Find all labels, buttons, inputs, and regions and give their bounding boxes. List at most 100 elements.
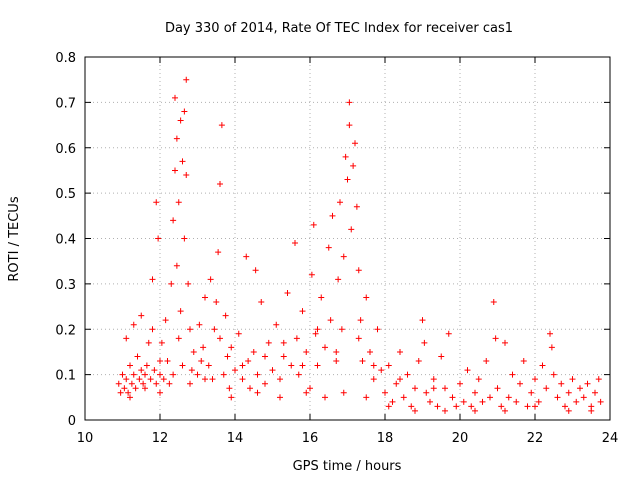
data-point (232, 367, 238, 374)
data-point (239, 362, 246, 369)
data-point (359, 358, 366, 365)
data-point (355, 267, 362, 274)
data-point (472, 407, 478, 414)
data-point (151, 367, 158, 374)
data-point (213, 299, 220, 306)
data-point (173, 262, 180, 269)
data-point (348, 226, 355, 233)
data-point (438, 353, 445, 360)
data-point (449, 394, 456, 401)
data-point (565, 407, 572, 414)
data-point (200, 344, 207, 351)
data-point (179, 158, 186, 165)
data-point (273, 321, 280, 328)
data-point (318, 294, 325, 301)
data-point (187, 380, 193, 387)
data-point (247, 385, 253, 392)
data-point (584, 380, 591, 387)
data-point (322, 394, 328, 401)
data-point (121, 385, 128, 392)
data-point (370, 376, 377, 383)
data-point (187, 326, 193, 333)
data-point (228, 394, 235, 401)
x-tick-label: 16 (302, 431, 319, 446)
y-tick-label: 0.4 (55, 233, 76, 248)
data-point (325, 244, 332, 251)
data-point (453, 403, 460, 410)
data-point (153, 380, 160, 387)
data-point (130, 371, 137, 378)
data-point (115, 380, 122, 387)
data-point (127, 394, 133, 401)
data-point (224, 353, 231, 360)
data-point (475, 376, 482, 383)
data-point (490, 299, 497, 306)
data-point (245, 358, 252, 365)
data-point (239, 376, 246, 383)
data-point (217, 335, 223, 342)
y-tick-label: 0.1 (55, 369, 76, 384)
data-point (157, 371, 163, 378)
data-point (173, 135, 180, 142)
x-axis-label: GPS time / hours (293, 459, 402, 474)
data-point (314, 362, 321, 369)
data-point (442, 407, 448, 414)
data-point (136, 376, 143, 383)
data-point (329, 212, 336, 219)
y-tick-label: 0.8 (55, 51, 76, 66)
x-tick-label: 20 (452, 431, 469, 446)
data-point (393, 380, 400, 387)
data-point (353, 203, 360, 210)
data-point (170, 371, 177, 378)
data-point (333, 348, 340, 355)
data-point (280, 339, 287, 346)
data-point (140, 380, 147, 387)
data-point (370, 362, 377, 369)
data-point (337, 199, 343, 206)
data-point (487, 394, 493, 401)
data-point (592, 389, 598, 396)
data-point (190, 348, 197, 355)
data-point (340, 389, 347, 396)
data-point (363, 294, 370, 301)
data-point (492, 335, 499, 342)
data-point (577, 385, 583, 392)
data-point (307, 385, 313, 392)
data-point (346, 122, 353, 129)
data-point (157, 389, 163, 396)
data-point (142, 371, 148, 378)
data-point (419, 317, 426, 324)
data-point (335, 276, 342, 283)
data-point (262, 380, 268, 387)
data-point (127, 362, 133, 369)
data-point (162, 317, 169, 324)
data-point (397, 376, 403, 383)
data-point (322, 344, 328, 351)
data-point (517, 380, 523, 387)
data-point (265, 339, 272, 346)
y-axis-ticks: 0 0.1 0.2 0.3 0.4 0.5 0.6 0.7 0.8 (55, 51, 610, 429)
data-point (254, 389, 261, 396)
data-point (524, 403, 531, 410)
data-point (430, 376, 437, 383)
data-point (142, 385, 148, 392)
data-point (543, 385, 550, 392)
data-point (303, 348, 310, 355)
data-point (472, 389, 478, 396)
data-point (355, 335, 362, 342)
data-point (528, 389, 535, 396)
y-tick-label: 0.5 (55, 187, 76, 202)
data-point (194, 371, 201, 378)
data-point (580, 394, 587, 401)
data-point (502, 407, 508, 414)
data-point (338, 326, 345, 333)
data-point (427, 398, 433, 405)
data-point (164, 358, 171, 365)
data-point (505, 394, 512, 401)
data-point (211, 326, 218, 333)
data-point (310, 221, 317, 228)
data-point (565, 389, 572, 396)
data-point (569, 376, 576, 383)
data-point (434, 403, 441, 410)
